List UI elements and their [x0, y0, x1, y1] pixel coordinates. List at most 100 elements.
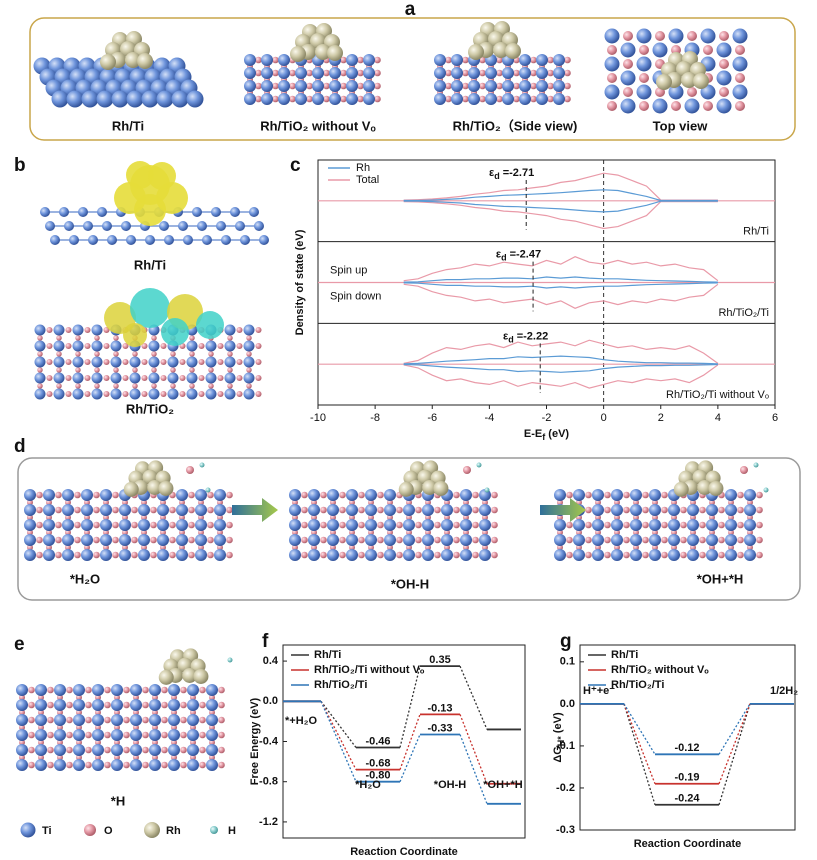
atom: [434, 536, 441, 544]
atom: [218, 701, 225, 709]
atom: [744, 534, 756, 546]
atom: [434, 506, 441, 514]
atom: [161, 746, 168, 754]
atom: [150, 521, 157, 529]
atom: [100, 534, 112, 546]
atom: [197, 221, 207, 231]
atom: [346, 67, 358, 79]
atom: [308, 549, 320, 561]
atom: [301, 551, 308, 559]
atom: [642, 551, 649, 559]
atom: [491, 521, 498, 529]
atom: [585, 536, 592, 544]
level-connector: [399, 665, 421, 748]
atom: [453, 506, 460, 514]
atom: [611, 534, 623, 546]
atom: [346, 489, 358, 501]
atom: [687, 534, 699, 546]
atom: [66, 716, 73, 724]
atom: [199, 701, 206, 709]
atom: [434, 521, 441, 529]
dos-line: [403, 276, 718, 283]
atom: [719, 59, 729, 69]
atom: [142, 686, 149, 694]
atom: [358, 506, 365, 514]
panel-letter: g: [560, 631, 572, 652]
atom: [198, 390, 205, 398]
atom: [573, 489, 585, 501]
atom: [159, 221, 169, 231]
atom: [585, 491, 592, 499]
atom: [226, 551, 233, 559]
category-label: *OH+*H: [483, 779, 522, 791]
atom: [649, 489, 661, 501]
atom: [37, 383, 43, 389]
atom: [623, 87, 633, 97]
atom: [156, 90, 174, 108]
atom: [553, 54, 565, 66]
atom: [138, 504, 150, 516]
atom: [668, 28, 684, 44]
atom: [690, 514, 696, 521]
atom: [323, 95, 330, 103]
atom: [573, 519, 585, 531]
atom: [132, 351, 138, 357]
atom: [47, 761, 54, 769]
atom: [149, 759, 161, 771]
atom: [709, 514, 715, 521]
atom: [112, 521, 119, 529]
atom: [188, 521, 195, 529]
atom: [384, 534, 396, 546]
atom: [62, 519, 74, 531]
atom: [62, 489, 74, 501]
x-tick-label: 4: [715, 412, 721, 424]
atom: [218, 686, 225, 694]
atom: [623, 31, 633, 41]
atom: [272, 69, 279, 77]
atom: [130, 684, 142, 696]
atom: [368, 499, 374, 506]
atom: [633, 514, 639, 521]
atom: [614, 529, 620, 536]
atom: [671, 514, 677, 521]
atom: [107, 235, 117, 245]
atom: [346, 54, 358, 66]
atom: [43, 489, 55, 501]
atom: [160, 358, 167, 366]
atom: [254, 221, 264, 231]
atom: [623, 59, 633, 69]
atom: [496, 69, 503, 77]
atom: [176, 534, 188, 546]
atom: [718, 506, 725, 514]
y-tick-label: -0.8: [259, 776, 278, 788]
atom: [16, 684, 28, 696]
atom: [649, 534, 661, 546]
panel-letter: f: [262, 631, 269, 652]
atom: [151, 367, 157, 373]
atom: [171, 754, 177, 761]
atom: [207, 521, 214, 529]
atom: [217, 499, 223, 506]
atom: [728, 514, 734, 521]
atom: [103, 358, 110, 366]
atom: [132, 383, 138, 389]
atom: [180, 686, 187, 694]
atom: [243, 356, 255, 368]
atom: [65, 358, 72, 366]
atom: [160, 390, 167, 398]
atom: [100, 489, 112, 501]
dos-line: [403, 339, 719, 364]
panel-letter: e: [14, 634, 25, 655]
atom: [193, 668, 209, 684]
atom: [327, 534, 339, 546]
atom: [398, 481, 414, 497]
atom: [81, 519, 93, 531]
atom: [73, 729, 85, 741]
panel-label: Rh/TiO₂/Ti: [718, 307, 769, 319]
atom: [236, 374, 243, 382]
d-band-value: =-2.71: [503, 167, 535, 179]
atom: [28, 716, 35, 724]
atom: [130, 699, 142, 711]
atom: [45, 221, 55, 231]
atom: [327, 549, 339, 561]
